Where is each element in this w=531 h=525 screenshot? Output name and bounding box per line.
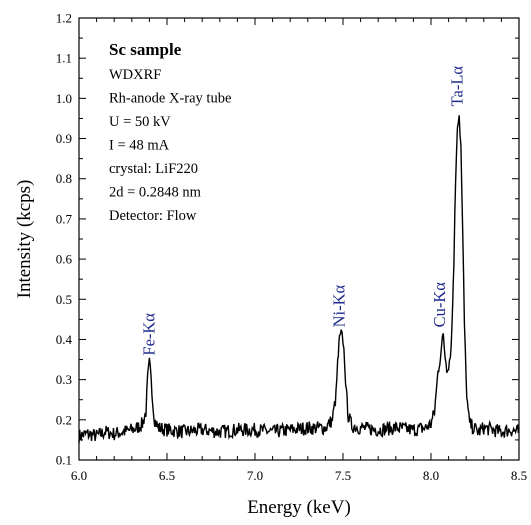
y-tick-label: 0.9	[56, 131, 72, 146]
x-tick-label: 8.5	[511, 468, 527, 483]
peak-label: Cu-Kα	[430, 282, 449, 328]
info-box-line: I = 48 mA	[109, 138, 170, 154]
peak-label: Fe-Kα	[139, 313, 158, 356]
x-tick-label: 7.0	[247, 468, 263, 483]
x-axis-title: Energy (keV)	[247, 497, 351, 518]
info-box-line: WDXRF	[109, 67, 161, 83]
info-box-line: Detector: Flow	[109, 208, 197, 224]
info-box-lines: WDXRF Rh-anode X-ray tube U = 50 kV I = 48 …	[109, 67, 231, 224]
info-box-title: Sc sample	[109, 40, 182, 59]
y-tick-label: 0.4	[56, 332, 73, 347]
y-tick-label: 0.1	[56, 453, 72, 468]
y-axis-title: Intensity (kcps)	[14, 180, 35, 299]
intensity-spectrum-line	[78, 115, 520, 443]
info-box-line: 2d = 0.2848 nm	[109, 185, 202, 201]
y-axis-ticks: 0.1 0.2 0.3 0.4 0.5 0.6 0.7 0.8 0.9 1.0 1.1 1.2	[56, 11, 519, 468]
peak-label: Ni-Kα	[330, 284, 349, 327]
x-tick-label: 6.5	[159, 468, 175, 483]
x-tick-label: 8.0	[423, 468, 439, 483]
peak-labels: Fe-Kα Ni-Kα Cu-Kα Ta-Lα	[139, 66, 466, 356]
y-tick-label: 0.5	[56, 292, 72, 307]
y-tick-label: 0.6	[56, 252, 73, 267]
y-tick-label: 1.2	[56, 11, 72, 26]
info-box-line: Rh-anode X-ray tube	[109, 91, 231, 107]
y-tick-label: 0.3	[56, 372, 72, 387]
peak-label: Ta-Lα	[447, 66, 466, 107]
x-axis-ticks: 6.0 6.5 7.0 7.5 8.0 8.5	[71, 18, 527, 483]
y-tick-label: 0.8	[56, 171, 72, 186]
info-box-line: U = 50 kV	[109, 114, 171, 130]
y-tick-label: 0.2	[56, 412, 72, 427]
y-tick-label: 1.1	[56, 51, 72, 66]
info-box-line: crystal: LiF220	[109, 161, 198, 177]
y-tick-label: 0.7	[56, 211, 73, 226]
y-tick-label: 1.0	[56, 91, 72, 106]
x-tick-label: 7.5	[335, 468, 351, 483]
x-tick-label: 6.0	[71, 468, 87, 483]
